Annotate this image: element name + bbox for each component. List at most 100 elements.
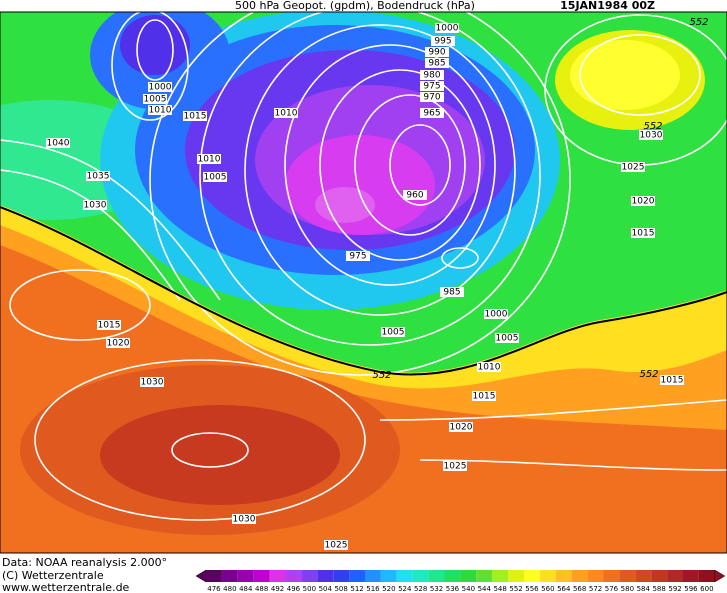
isobar-label-bg bbox=[183, 111, 207, 121]
colorbar-swatch bbox=[253, 570, 270, 582]
isobar-label-bg bbox=[97, 320, 121, 330]
isobar bbox=[284, 44, 496, 286]
isobar-label-bg bbox=[631, 228, 655, 238]
colorbar-swatch bbox=[539, 570, 556, 582]
isobar-label-bg bbox=[425, 47, 449, 57]
colorbar-swatch bbox=[301, 570, 318, 582]
colorbar-label: 480 bbox=[223, 585, 236, 593]
geopotential-label: 552 bbox=[372, 370, 391, 381]
colorbar-label: 544 bbox=[478, 585, 492, 593]
isobar-label-bg bbox=[420, 108, 444, 118]
isobar-label-bg bbox=[46, 138, 70, 148]
colorbar-label: 492 bbox=[271, 585, 284, 593]
isobar-label: 970 bbox=[423, 93, 440, 103]
isobar-label: 1000 bbox=[436, 24, 459, 34]
isobar-label-bg bbox=[86, 171, 110, 181]
isobar bbox=[441, 247, 479, 269]
colorbar-swatch bbox=[237, 570, 254, 582]
isobar-label-bg bbox=[435, 23, 459, 33]
isobar-label: 1010 bbox=[275, 109, 298, 119]
isobar-label-bg bbox=[346, 251, 370, 261]
isobar-label: 1015 bbox=[473, 392, 496, 402]
isobar-label: 1005 bbox=[382, 328, 405, 338]
colorbar-label: 504 bbox=[319, 585, 333, 593]
colorbar-swatch bbox=[206, 570, 222, 582]
colorbar-label: 552 bbox=[509, 585, 522, 593]
isobar bbox=[111, 12, 189, 121]
isobar-label-bg bbox=[420, 92, 444, 102]
colorbar-swatch bbox=[221, 570, 238, 582]
isobar bbox=[0, 139, 221, 301]
geopotential-label: 552 bbox=[689, 17, 708, 28]
isobar-label-bg bbox=[495, 333, 519, 343]
isobar-label: 1030 bbox=[84, 201, 107, 211]
isobar-label-bg bbox=[639, 130, 663, 140]
isobar bbox=[379, 399, 727, 421]
isobar-label: 1010 bbox=[198, 155, 221, 165]
isobar-label-bg bbox=[140, 377, 164, 387]
colorbar-swatch bbox=[317, 570, 334, 582]
colorbar-label: 548 bbox=[493, 585, 506, 593]
isobar-label-bg bbox=[324, 540, 348, 550]
isobar-label: 1025 bbox=[444, 462, 467, 472]
isobar-label: 1020 bbox=[450, 423, 473, 433]
colorbar-label: 532 bbox=[430, 585, 443, 593]
field-yellow-ne-core bbox=[570, 40, 680, 110]
isobar-label: 1015 bbox=[184, 112, 207, 122]
colorbar-swatch bbox=[492, 570, 509, 582]
isobar-label: 980 bbox=[423, 71, 440, 81]
colorbar-label: 584 bbox=[637, 585, 651, 593]
isobar-label: 1000 bbox=[485, 310, 508, 320]
isobar-label: 1030 bbox=[141, 378, 164, 388]
footer-copyright: (C) Wetterzentrale bbox=[2, 569, 104, 582]
isobar-label: 1005 bbox=[496, 334, 519, 344]
isobar-label: 1005 bbox=[204, 173, 227, 183]
isobar-label-bg bbox=[203, 172, 227, 182]
colorbar-label: 536 bbox=[446, 585, 460, 593]
colorbar-swatch bbox=[555, 570, 572, 582]
isobar-label: 965 bbox=[423, 109, 440, 119]
isobar-label-bg bbox=[106, 338, 130, 348]
colorbar-swatch bbox=[285, 570, 302, 582]
colorbar-label: 528 bbox=[414, 585, 427, 593]
isobar bbox=[244, 24, 516, 316]
isobar-label-bg bbox=[621, 162, 645, 172]
colorbar-swatch bbox=[444, 570, 461, 582]
isobar-label-bg bbox=[440, 287, 464, 297]
colorbar-swatch bbox=[476, 570, 493, 582]
isobar bbox=[579, 34, 701, 116]
isobar bbox=[0, 169, 181, 301]
isobar-label: 995 bbox=[434, 37, 451, 47]
colorbar-swatch bbox=[349, 570, 365, 582]
map-field bbox=[0, 12, 727, 553]
colorbar-label: 508 bbox=[334, 585, 347, 593]
isobar-label-bg bbox=[420, 81, 444, 91]
isobar-label: 1000 bbox=[149, 83, 172, 93]
map-title: 500 hPa Geopot. (gpdm), Bodendruck (hPa) bbox=[235, 0, 475, 12]
isobar-label: 975 bbox=[349, 252, 366, 262]
isobars bbox=[0, 12, 727, 521]
isobar-label-bg bbox=[403, 190, 427, 200]
isobar-label-bg bbox=[197, 154, 221, 164]
isobar-label-bg bbox=[425, 58, 449, 68]
colorbar-swatch bbox=[380, 570, 397, 582]
field-indigo-nw bbox=[120, 15, 190, 75]
isobar-label: 1020 bbox=[107, 339, 130, 349]
colorbar-label: 500 bbox=[303, 585, 316, 593]
isobar bbox=[319, 69, 481, 261]
isobar-label: 1025 bbox=[622, 163, 645, 173]
colorbar-swatch bbox=[508, 570, 524, 582]
contour-552 bbox=[0, 206, 727, 376]
colorbar-label: 512 bbox=[350, 585, 363, 593]
colorbar-swatch bbox=[269, 570, 286, 582]
isobar-label-bg bbox=[232, 514, 256, 524]
colorbar-swatch bbox=[683, 570, 699, 582]
isobar-label: 990 bbox=[428, 48, 445, 58]
colorbar-label: 600 bbox=[700, 585, 713, 593]
colorbar-swatch bbox=[412, 570, 429, 582]
isobar-label: 1025 bbox=[325, 541, 348, 551]
isobar-label-bg bbox=[420, 70, 444, 80]
colorbar-arrow-left bbox=[195, 569, 207, 583]
isobar-label-bg bbox=[477, 362, 501, 372]
